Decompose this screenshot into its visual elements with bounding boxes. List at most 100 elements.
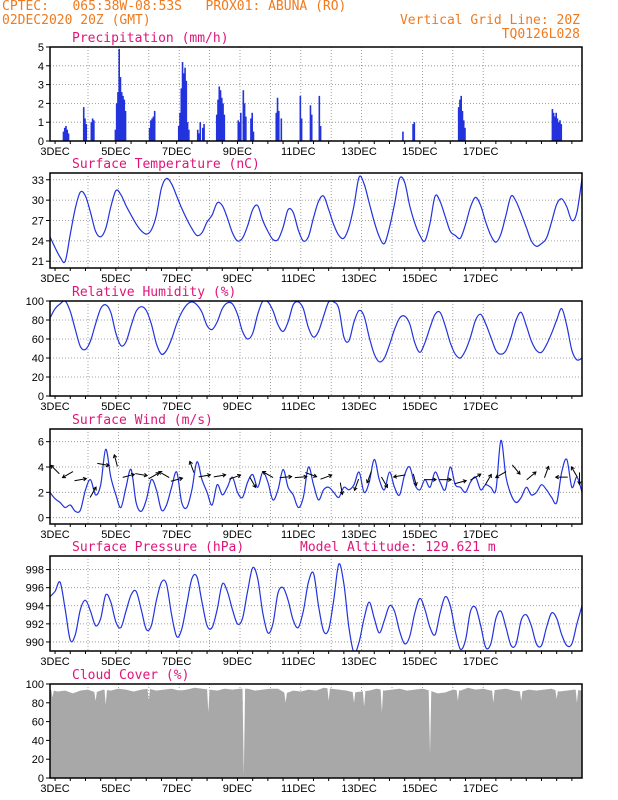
y-tick-label: 994 [26,601,44,613]
x-tick-label: 9DEC [223,146,252,158]
precip-bar [85,124,88,141]
precip-bar [122,95,124,141]
wind-arrow-head [516,470,521,475]
precip-bar [238,122,241,141]
wind-arrow-head [61,474,67,479]
y-tick-label: 30 [32,195,44,207]
precip-bar [555,112,557,141]
panel-humidity: Relative Humidity (%) 0 20 40 60 80 100 3DEC 5DE… [26,285,583,413]
wind-vector-arrow [353,478,360,492]
wind-arrow-shaft [294,476,307,479]
wind-arrow-head [554,474,559,480]
x-tick-label: 17DEC [463,783,499,795]
wind-vector-arrow [439,477,453,482]
wind-arrow-shaft [113,454,118,467]
wind-arrow-head [365,479,371,484]
wind-vector-arrow [484,473,492,486]
wind-arrow-head [237,473,242,479]
series-line-temperature [50,175,582,264]
y-tick-label: 4 [38,61,44,73]
y-tick-label: 990 [26,637,44,649]
y-tick-label: 0 [38,513,44,525]
y-tick-label: 2 [38,487,44,499]
wind-arrow-shaft [320,474,332,480]
y-tick-label: 100 [26,296,44,308]
wind-vector-arrow [570,466,578,478]
panel-title-precipitation: Precipitation (mm/h) [72,31,229,46]
precip-bar [63,127,66,141]
x-tick-label: 7DEC [162,656,191,668]
precip-bar [276,97,279,141]
y-tick-label: 80 [32,698,44,710]
x-tick-label: 13DEC [341,656,377,668]
wind-vector-arrow [148,472,160,480]
x-tick-label: 15DEC [402,273,438,285]
wind-arrow-shaft [97,462,110,467]
y-tick-label: 100 [26,679,44,691]
wind-arrow-head [494,474,500,479]
precip-bar [551,109,554,141]
precip-bar [186,122,189,141]
wind-arrow-head [413,481,418,487]
wind-arrow-head [206,473,212,478]
plot-area [50,301,582,363]
wind-arrow-shaft [229,474,241,480]
y-tick-label: 5 [38,42,44,54]
precip-bar [215,114,218,141]
y-tick-label: 60 [32,717,44,729]
panel-precipitation: Precipitation (mm/h) 0 1 2 3 4 5 3DEC 5DEC 7DEC 9D… [38,31,583,158]
x-tick-label: 11DEC [281,401,316,413]
wind-arrow-shaft [454,480,467,485]
precip-bar [124,110,127,141]
x-tick-label: 13DEC [341,146,377,158]
wind-arrow-shaft [393,474,406,478]
wind-arrow-shaft [74,478,87,482]
panel-frame [49,428,583,525]
x-tick-label: 13DEC [341,529,377,541]
x-tick-label: 17DEC [463,401,499,413]
precip-bar [67,133,70,141]
header-grid-note: Vertical Grid Line: 20Z [399,13,580,28]
precip-bar [148,127,151,141]
x-tick-label: 15DEC [402,146,438,158]
wind-vector-arrow [526,471,537,481]
precip-bar [151,118,153,141]
precip-bar [66,129,69,141]
x-tick-label: 3DEC [40,273,69,285]
x-tick-label: 15DEC [402,401,438,413]
wind-arrow-shaft [148,472,160,480]
wind-arrow-shaft [470,473,482,481]
x-tick-label: 9DEC [223,783,252,795]
panel-frame [49,172,583,269]
precip-bar [82,107,85,141]
wind-arrow-head [353,486,358,492]
precip-bar [114,129,117,141]
precip-bar [240,112,242,141]
x-tick-label: 5DEC [101,273,130,285]
panel-pressure: Surface Pressure (hPa) Model Altitude: 12… [26,540,583,668]
wind-arrow-head [112,453,118,459]
wind-vector-arrow [213,473,227,478]
wind-arrow-head [577,481,582,486]
precip-bar [464,127,466,141]
wind-arrow-head [188,460,193,465]
plot-area [50,175,582,264]
precip-bar [299,95,302,141]
wind-vector-arrow [97,462,111,468]
precip-bar [218,86,221,141]
precip-bar [413,122,416,141]
wind-arrow-shaft [89,486,97,498]
wind-vector-arrow [494,471,507,479]
y-tick-label: 33 [32,175,44,187]
wind-arrow-shaft [526,471,537,481]
plot-area [50,439,582,513]
wind-arrow-shaft [570,466,578,478]
wind-arrow-shaft [412,473,417,486]
precip-bar [237,120,240,141]
header-date: 02DEC2020 20Z (GMT) [2,13,151,28]
precip-bar [251,112,253,141]
precip-bar [222,103,224,141]
precip-bar [223,114,226,141]
precip-bar [180,88,183,141]
